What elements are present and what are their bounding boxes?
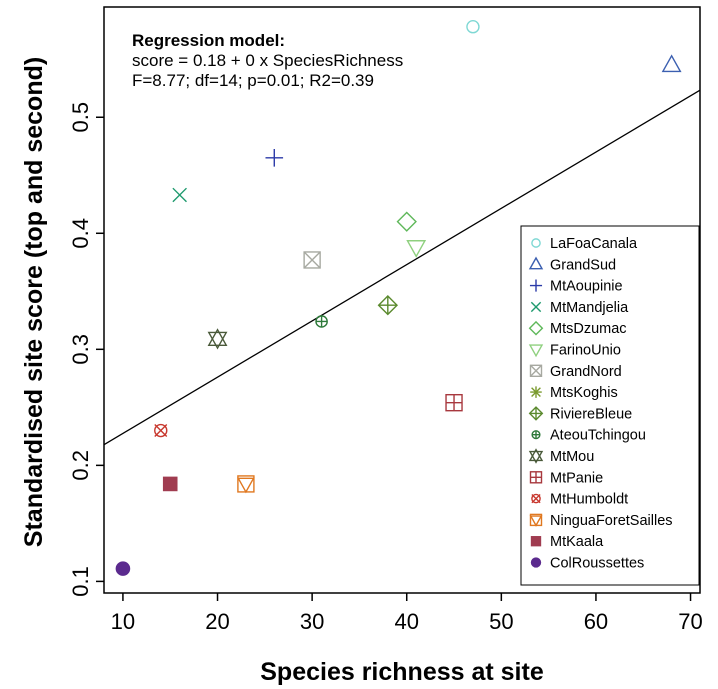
- data-point-farino-unio: [406, 240, 427, 258]
- x-axis-title: Species richness at site: [260, 658, 544, 686]
- legend-marker: [530, 536, 542, 547]
- legend-item-mt-mou: MtMou: [528, 448, 594, 465]
- legend: LaFoaCanala GrandSud MtAoupinie MtMandjelia…: [528, 236, 673, 572]
- legend-item-farino-unio: FarinoUnio: [528, 343, 621, 359]
- legend-marker: [531, 238, 541, 248]
- legend-label: FarinoUnio: [550, 343, 621, 359]
- data-point-grand-sud: [661, 54, 682, 73]
- data-point-mt-panie: [445, 393, 463, 412]
- data-point-mt-kaala: [162, 476, 178, 492]
- y-tick-label: 0.4: [68, 218, 93, 249]
- legend-label: MtsDzumac: [550, 321, 627, 337]
- legend-item-mt-mandjelia: MtMandjelia: [530, 300, 629, 316]
- x-tick-label: 60: [584, 609, 608, 634]
- legend-marker: [529, 513, 543, 527]
- legend-label: NinguaForetSailles: [550, 513, 673, 529]
- legend-marker: [530, 386, 542, 398]
- legend-label: AteouTchingou: [550, 428, 646, 444]
- x-tick-label: 50: [489, 609, 513, 634]
- legend-item-la-foa-canala: LaFoaCanala: [531, 236, 638, 252]
- legend-label: GrandSud: [550, 257, 616, 273]
- legend-label: MtPanie: [550, 470, 603, 486]
- legend-label: LaFoaCanala: [550, 236, 638, 252]
- annotation-title: Regression model:: [132, 31, 285, 50]
- plot-frame: [103, 6, 701, 594]
- data-point-col-roussettes: [115, 561, 131, 576]
- legend-item-mts-dzumac: MtsDzumac: [528, 320, 627, 337]
- legend-item-mts-koghis: MtsKoghis: [530, 385, 618, 401]
- annotation-stats: F=8.77; df=14; p=0.01; R2=0.39: [132, 71, 374, 90]
- legend-marker: [528, 256, 544, 270]
- legend-label: MtKaala: [550, 534, 604, 550]
- data-point-mts-dzumac: [396, 211, 417, 232]
- legend-item-grand-nord: GrandNord: [529, 364, 622, 380]
- legend-marker: [529, 364, 543, 377]
- x-tick-label: 70: [678, 609, 702, 634]
- legend-label: RiviereBleue: [550, 406, 632, 422]
- axes-group: 10 20 30 40 50 60 70 0.1 0.2 0.3 0.4 0.5: [68, 102, 703, 634]
- regression-line-group: [103, 89, 701, 446]
- legend-item-ateou-tchingou: AteouTchingou: [531, 428, 646, 444]
- legend-label: GrandNord: [550, 364, 622, 380]
- y-tick-label: 0.1: [68, 566, 93, 597]
- legend-marker: [528, 320, 544, 336]
- y-tick-label: 0.3: [68, 334, 93, 365]
- legend-marker: [529, 279, 543, 292]
- data-point-mt-aoupinie: [265, 149, 284, 167]
- legend-item-mt-humboldt: MtHumboldt: [531, 492, 628, 508]
- legend-label: MtsKoghis: [550, 385, 618, 401]
- regression-line: [103, 89, 701, 446]
- x-tick-label: 40: [394, 609, 418, 634]
- legend-item-mt-kaala: MtKaala: [530, 534, 604, 550]
- legend-label: MtMandjelia: [550, 300, 629, 316]
- legend-marker: [530, 557, 542, 568]
- data-point-mt-mandjelia: [172, 187, 187, 203]
- data-point-la-foa-canala: [466, 20, 480, 34]
- legend-item-mt-panie: MtPanie: [529, 470, 603, 486]
- legend-marker: [529, 471, 543, 484]
- x-tick-label: 30: [300, 609, 324, 634]
- data-point-mt-humboldt: [154, 423, 168, 438]
- legend-marker: [528, 406, 544, 421]
- regression-annotation: Regression model: score = 0.18 + 0 x Spe…: [132, 31, 403, 90]
- x-tick-label: 20: [205, 609, 229, 634]
- legend-label: MtAoupinie: [550, 279, 623, 295]
- y-axis-title: Standardised site score (top and second): [20, 57, 48, 547]
- legend-marker: [528, 344, 544, 358]
- y-tick-label: 0.2: [68, 450, 93, 481]
- legend-marker: [531, 493, 541, 504]
- data-point-ningua-foret-sailles: [237, 475, 255, 494]
- x-tick-label: 10: [111, 609, 135, 634]
- legend-item-mt-aoupinie: MtAoupinie: [529, 279, 623, 295]
- data-point-ateou-tchingou: [315, 315, 328, 328]
- y-tick-label: 0.5: [68, 102, 93, 133]
- legend-marker: [531, 430, 541, 440]
- data-point-grand-nord: [303, 251, 321, 269]
- data-points-group: [115, 20, 682, 576]
- legend-marker: [530, 301, 542, 313]
- legend-item-col-roussettes: ColRoussettes: [530, 556, 644, 572]
- legend-marker: [528, 448, 544, 464]
- legend-label: MtHumboldt: [550, 492, 628, 508]
- legend-item-riviere-bleue: RiviereBleue: [528, 406, 632, 422]
- annotation-equation: score = 0.18 + 0 x SpeciesRichness: [132, 51, 403, 70]
- legend-box: [520, 225, 700, 586]
- legend-label: ColRoussettes: [550, 556, 644, 572]
- data-point-riviere-bleue: [377, 295, 398, 316]
- legend-label: MtMou: [550, 449, 594, 465]
- data-point-mt-mou: [207, 328, 228, 350]
- legend-item-ningua-foret-sailles: NinguaForetSailles: [529, 513, 673, 529]
- legend-item-grand-sud: GrandSud: [528, 256, 616, 273]
